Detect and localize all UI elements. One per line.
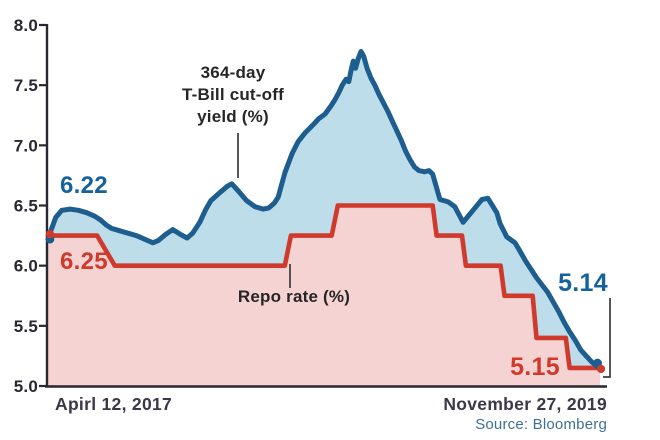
repo-end-dot — [596, 364, 606, 374]
y-tick-label: 5.5 — [14, 317, 38, 336]
y-tick-label: 6.0 — [14, 257, 38, 276]
source-credit: Source: Bloomberg — [475, 416, 607, 433]
tbill-annotation-line-2: T-Bill cut-off — [182, 85, 284, 104]
repo-line — [45, 203, 603, 371]
tbill-annotation: 364-day T-Bill cut-off yield (%) — [182, 63, 284, 126]
y-tick-label: 7.0 — [14, 136, 38, 155]
repo-start-dot — [45, 229, 55, 239]
tbill-start-value-label: 6.22 — [60, 172, 108, 199]
tbill-annotation-line-3: yield (%) — [197, 107, 269, 126]
y-axis-ticks — [39, 23, 47, 388]
tbill-annotation-line-1: 364-day — [201, 63, 266, 82]
tbill-line — [45, 49, 603, 372]
tbill-end-pointer-elbow — [603, 298, 611, 378]
y-tick-label: 8.0 — [14, 16, 38, 35]
tbill-end-value-label: 5.14 — [558, 269, 608, 297]
y-tick-label: 6.5 — [14, 197, 38, 216]
x-axis-start-label: Apirl 12, 2017 — [55, 394, 172, 414]
repo-annotation-label: Repo rate (%) — [238, 287, 350, 306]
y-tick-labels: 8.0 7.5 7.0 6.5 6.0 5.5 5.0 — [14, 16, 38, 396]
repo-end-value-label: 5.15 — [510, 353, 560, 381]
x-axis-end-label: November 27, 2019 — [443, 394, 607, 414]
y-tick-label: 7.5 — [14, 76, 38, 95]
repo-start-value-label: 6.25 — [60, 248, 108, 275]
y-tick-label: 5.0 — [14, 377, 38, 396]
